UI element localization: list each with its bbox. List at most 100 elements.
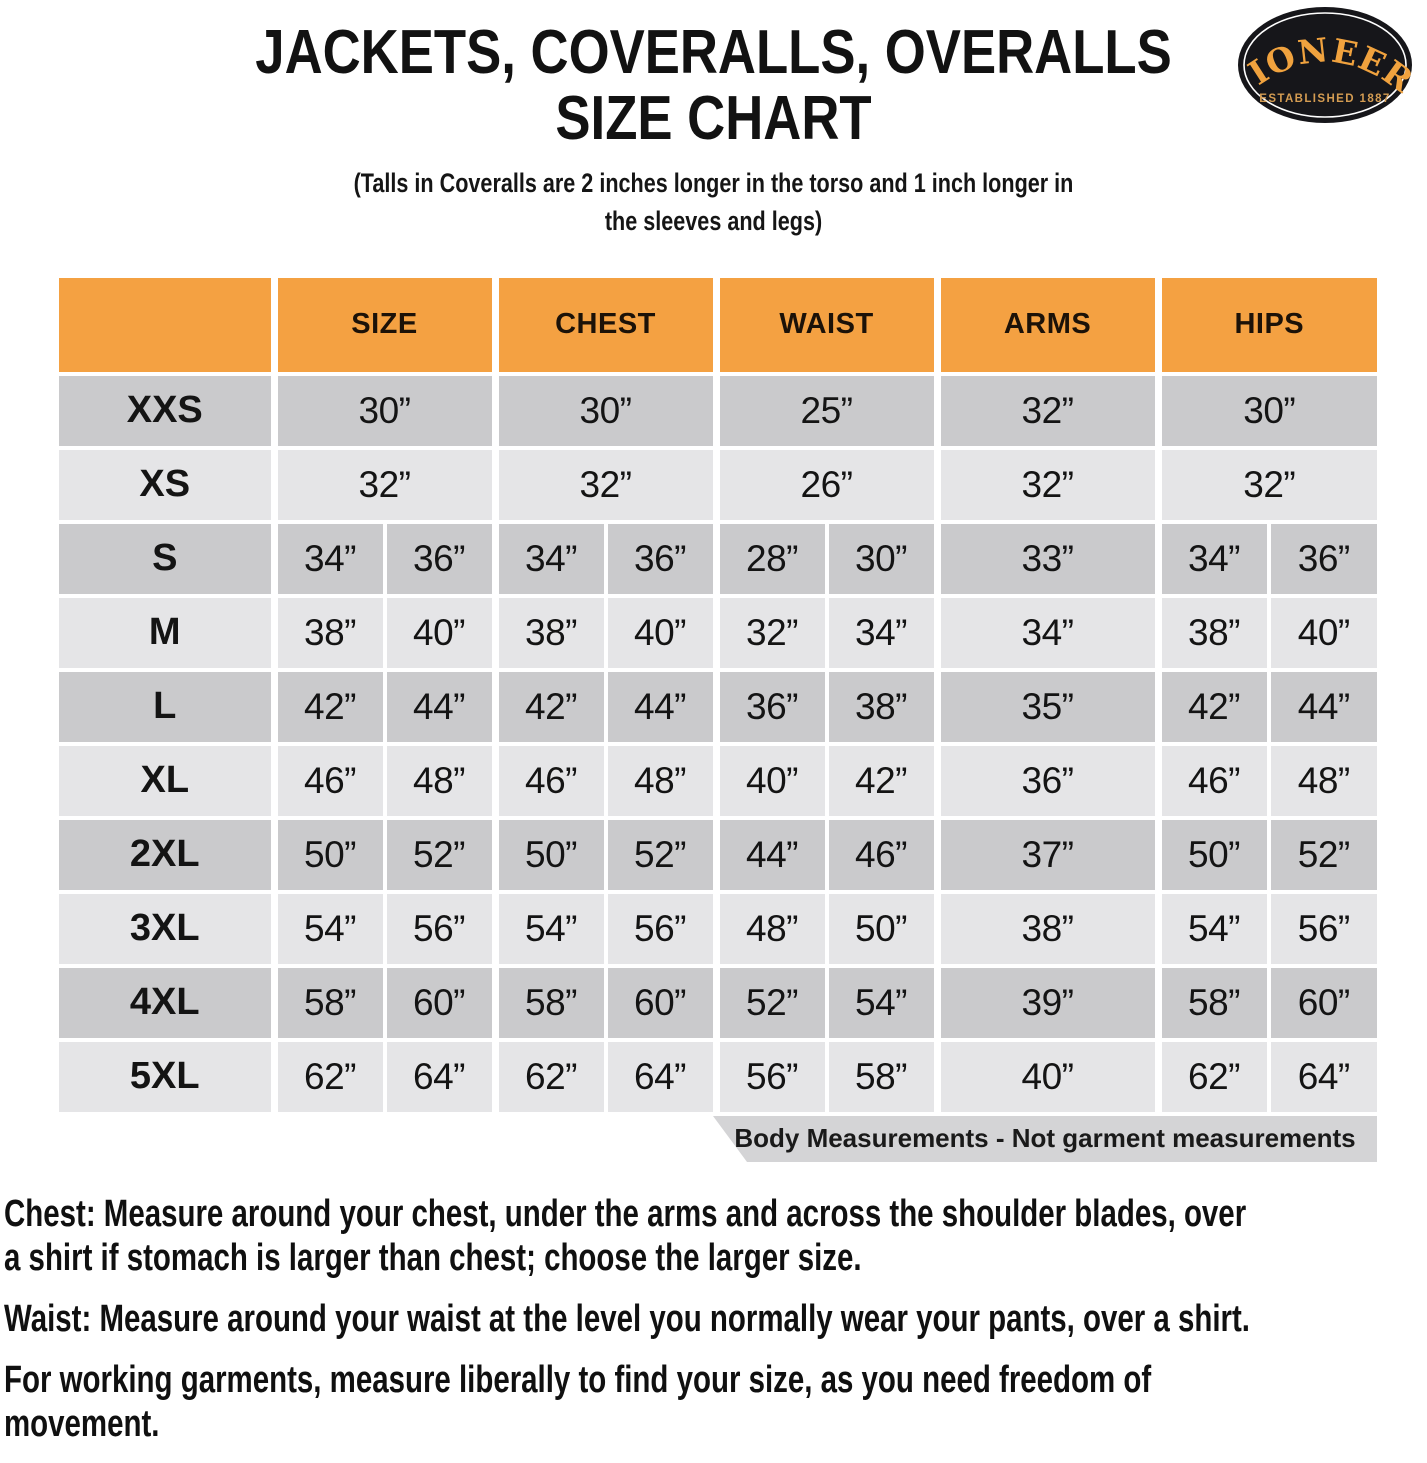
hips-value: 34” [1154, 519, 1271, 598]
size-value: 62” [270, 1037, 387, 1116]
chest-value: 58” [491, 963, 608, 1042]
arms-value: 32” [933, 445, 1161, 524]
row-label: XL [55, 741, 278, 820]
waist-value: 42” [824, 741, 940, 820]
size-value: 38” [270, 593, 387, 672]
hips-value: 64” [1266, 1037, 1382, 1116]
table-row-2xl: 2XL 50” 52” 50” 52” 44” 46” 37” 50” 52” [55, 815, 1382, 894]
col-header-waist: WAIST [712, 273, 940, 376]
waist-value: 40” [712, 741, 829, 820]
size-value: 48” [382, 741, 497, 820]
hips-value: 54” [1154, 889, 1271, 968]
hips-value: 36” [1266, 519, 1382, 598]
note-waist: Waist: Measure around your waist at the … [4, 1297, 1427, 1341]
hips-value: 40” [1266, 593, 1382, 672]
row-label: XS [55, 445, 278, 524]
waist-value: 26” [712, 445, 940, 524]
header-row: SIZE CHEST WAIST ARMS HIPS [55, 273, 1382, 376]
hips-value: 50” [1154, 815, 1271, 894]
chest-value: 46” [491, 741, 608, 820]
logo-oval [1238, 7, 1412, 123]
hips-value: 62” [1154, 1037, 1271, 1116]
col-header-arms: ARMS [933, 273, 1161, 376]
size-value: 36” [382, 519, 497, 598]
hips-value: 30” [1154, 371, 1382, 450]
waist-value: 56” [712, 1037, 829, 1116]
measurement-notes: Chest: Measure around your chest, under … [4, 1192, 1427, 1446]
hips-value: 32” [1154, 445, 1382, 524]
arms-value: 32” [933, 371, 1161, 450]
chest-value: 50” [491, 815, 608, 894]
waist-value: 48” [712, 889, 829, 968]
size-value: 46” [270, 741, 387, 820]
table-row-xxs: XXS 30” 30” 25” 32” 30” [55, 371, 1382, 450]
arms-value: 38” [933, 889, 1161, 968]
hips-value: 44” [1266, 667, 1382, 746]
hips-value: 48” [1266, 741, 1382, 820]
waist-value: 46” [824, 815, 940, 894]
logo-ring [1243, 12, 1407, 118]
arms-value: 39” [933, 963, 1161, 1042]
note-chest: Chest: Measure around your chest, under … [4, 1192, 1427, 1280]
chest-value: 40” [603, 593, 719, 672]
row-label: 3XL [55, 889, 278, 968]
waist-value: 58” [824, 1037, 940, 1116]
footnote-text: Body Measurements - Not garment measurem… [734, 1123, 1356, 1154]
chest-value: 36” [603, 519, 719, 598]
size-value: 42” [270, 667, 387, 746]
note-chest-line1: Chest: Measure around your chest, under … [4, 1192, 1247, 1235]
waist-value: 32” [712, 593, 829, 672]
size-value: 30” [270, 371, 497, 450]
note-chest-line2: a shirt if stomach is larger than chest;… [4, 1237, 862, 1280]
waist-value: 50” [824, 889, 940, 968]
table-row-3xl: 3XL 54” 56” 54” 56” 48” 50” 38” 54” 56” [55, 889, 1382, 968]
size-value: 34” [270, 519, 387, 598]
arms-value: 37” [933, 815, 1161, 894]
waist-value: 28” [712, 519, 829, 598]
table-row-4xl: 4XL 58” 60” 58” 60” 52” 54” 39” 58” 60” [55, 963, 1382, 1042]
page-title-line2: SIZE CHART [555, 83, 872, 153]
size-table-container: SIZE CHEST WAIST ARMS HIPS XXS 30” 30” 25” 3… [55, 273, 1382, 1162]
hips-value: 42” [1154, 667, 1271, 746]
size-value: 40” [382, 593, 497, 672]
table-row-xs: XS 32” 32” 26” 32” 32” [55, 445, 1382, 524]
size-table: SIZE CHEST WAIST ARMS HIPS XXS 30” 30” 25” 3… [55, 273, 1382, 1116]
note-waist-line1: Waist: Measure around your waist at the … [4, 1298, 1250, 1341]
page-title-line1: JACKETS, COVERALLS, OVERALLS [255, 18, 1172, 87]
table-row-m: M 38” 40” 38” 40” 32” 34” 34” 38” 40” [55, 593, 1382, 672]
chest-value: 42” [491, 667, 608, 746]
waist-value: 54” [824, 963, 940, 1042]
table-row-l: L 42” 44” 42” 44” 36” 38” 35” 42” 44” [55, 667, 1382, 746]
size-value: 56” [382, 889, 497, 968]
row-label: M [55, 593, 278, 672]
col-header-hips: HIPS [1154, 273, 1382, 376]
col-header-chest: CHEST [491, 273, 719, 376]
row-label: 4XL [55, 963, 278, 1042]
chest-value: 64” [603, 1037, 719, 1116]
chest-value: 38” [491, 593, 608, 672]
size-value: 54” [270, 889, 387, 968]
note-working-line1: For working garments, measure liberally … [4, 1359, 1152, 1402]
table-row-s: S 34” 36” 34” 36” 28” 30” 33” 34” 36” [55, 519, 1382, 598]
row-label: 5XL [55, 1037, 278, 1116]
arms-value: 33” [933, 519, 1161, 598]
size-value: 60” [382, 963, 497, 1042]
row-label: S [55, 519, 278, 598]
waist-value: 38” [824, 667, 940, 746]
subtitle-line1: (Talls in Coveralls are 2 inches longer … [353, 168, 1074, 199]
footnote-banner: Body Measurements - Not garment measurem… [713, 1115, 1377, 1162]
note-working-line2: movement. [4, 1403, 160, 1446]
size-value: 44” [382, 667, 497, 746]
waist-value: 44” [712, 815, 829, 894]
hips-value: 60” [1266, 963, 1382, 1042]
hips-value: 38” [1154, 593, 1271, 672]
size-table-body: XXS 30” 30” 25” 32” 30” XS 32” 32” 26” 32” 32” S 34” 3… [55, 371, 1382, 1116]
subtitle-line2: the sleeves and legs) [604, 205, 823, 236]
chest-value: 52” [603, 815, 719, 894]
logo-established-text: ESTABLISHED 1887 [1259, 93, 1390, 105]
page-title: JACKETS, COVERALLS, OVERALLS SIZE CHART [107, 20, 1320, 151]
row-label: 2XL [55, 815, 278, 894]
chest-value: 44” [603, 667, 719, 746]
chest-value: 54” [491, 889, 608, 968]
